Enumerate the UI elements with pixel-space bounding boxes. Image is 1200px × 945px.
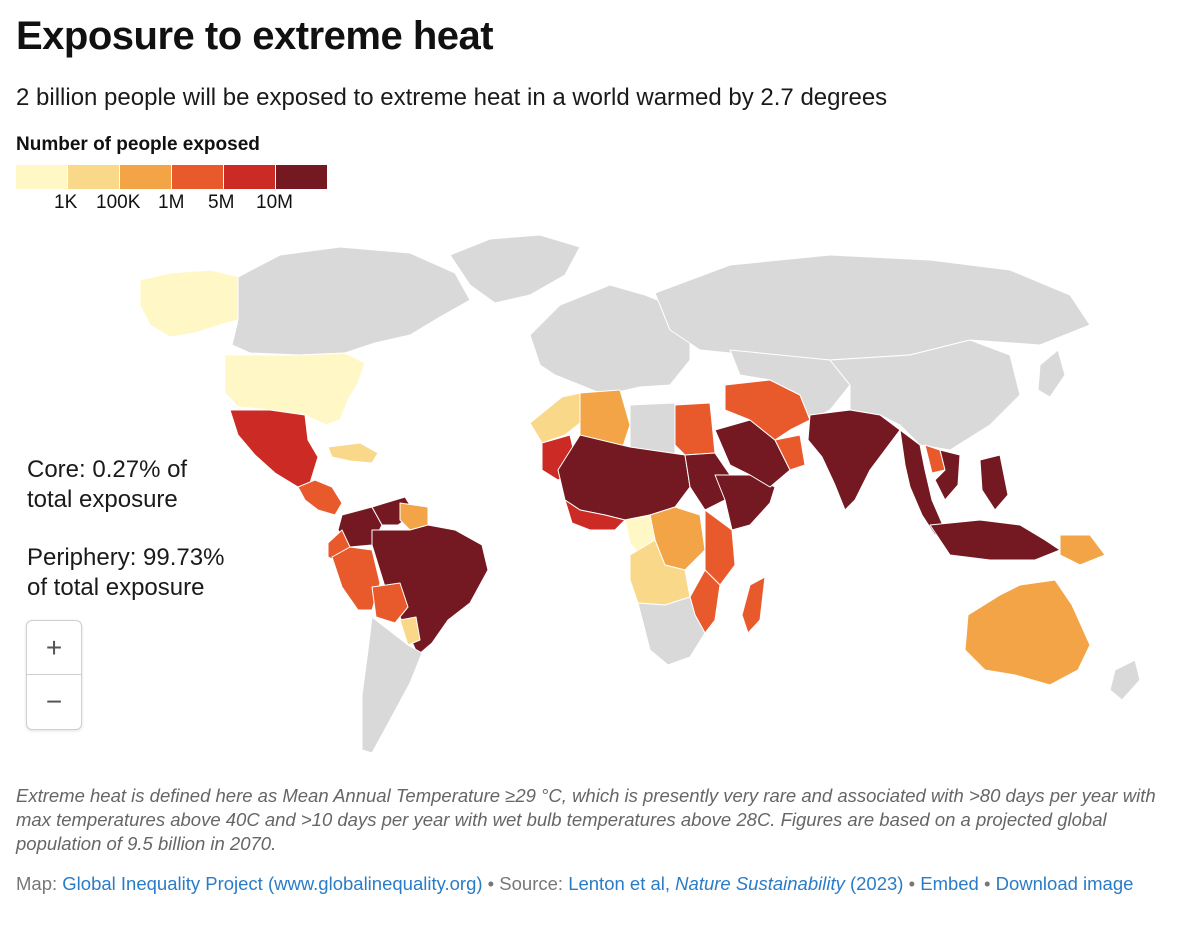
chart-title: Exposure to extreme heat <box>16 14 494 58</box>
legend-tick-1k: 1K <box>54 192 78 213</box>
region-morocco-western-sahara[interactable] <box>529 392 581 444</box>
region-peru[interactable] <box>331 546 381 611</box>
region-new-zealand[interactable] <box>1109 659 1141 701</box>
source-label: Source: <box>499 873 569 894</box>
region-paraguay[interactable] <box>399 616 421 646</box>
region-vietnam[interactable] <box>934 449 961 501</box>
region-madagascar[interactable] <box>741 576 766 634</box>
region-philippines[interactable] <box>979 454 1009 511</box>
region-bolivia[interactable] <box>371 582 409 624</box>
legend-tick-1m: 1M <box>158 192 185 213</box>
legend-swatch-5 <box>276 165 327 189</box>
core-exposure-annotation: Core: 0.27% of total exposure <box>27 456 188 513</box>
region-central-america[interactable] <box>297 479 343 516</box>
source-link-year: (2023) <box>844 873 904 894</box>
map-credit-label: Map: <box>16 873 63 894</box>
legend-swatch-4 <box>224 165 275 189</box>
region-europe[interactable] <box>529 284 691 396</box>
legend-tick-5m: 5M <box>208 192 235 213</box>
region-caribbean[interactable] <box>327 442 379 464</box>
legend-tick-10m: 10M <box>256 192 293 213</box>
chart-subtitle: 2 billion people will be exposed to extr… <box>16 84 888 111</box>
region-greenland[interactable] <box>449 234 581 304</box>
region-india[interactable] <box>807 409 901 511</box>
region-southern-africa[interactable] <box>637 596 706 666</box>
source-link-journal: Nature Sustainability <box>675 873 845 894</box>
region-gulf-of-guinea-coast[interactable] <box>564 499 626 531</box>
credit-separator-2: • <box>903 873 921 894</box>
source-link[interactable]: Lenton et al, Nature Sustainability (202… <box>568 873 903 894</box>
world-map[interactable] <box>110 225 1195 755</box>
region-egypt[interactable] <box>674 402 716 456</box>
credit-separator-3: • <box>984 873 996 894</box>
region-australia[interactable] <box>964 579 1091 686</box>
region-japan[interactable] <box>1037 349 1066 398</box>
periphery-exposure-annotation: Periphery: 99.73% of total exposure <box>27 544 225 601</box>
legend-swatch-2 <box>120 165 171 189</box>
region-united-states[interactable] <box>224 352 366 426</box>
legend-color-bar <box>16 165 328 189</box>
download-image-link[interactable]: Download image <box>995 873 1134 894</box>
world-map-svg[interactable] <box>110 225 1195 755</box>
zoom-control: + − <box>26 620 82 730</box>
region-mexico[interactable] <box>229 409 319 488</box>
region-southern-cone[interactable] <box>361 616 423 754</box>
region-kenya-tanzania[interactable] <box>704 509 736 586</box>
footnote: Extreme heat is defined here as Mean Ann… <box>16 785 1156 854</box>
legend-swatch-1 <box>68 165 119 189</box>
map-credit-link[interactable]: Global Inequality Project (www.globaline… <box>62 873 483 894</box>
region-oman-uae[interactable] <box>774 434 806 471</box>
region-indonesia[interactable] <box>929 519 1061 561</box>
source-link-authors: Lenton et al, <box>568 873 676 894</box>
credits-line: Map: Global Inequality Project (www.glob… <box>16 872 1191 896</box>
legend-swatch-3 <box>172 165 223 189</box>
region-russia[interactable] <box>654 254 1091 361</box>
credit-separator-1: • <box>482 873 500 894</box>
zoom-out-button[interactable]: − <box>27 674 81 728</box>
legend-title: Number of people exposed <box>16 134 260 155</box>
legend-tick-100k: 100K <box>96 192 141 213</box>
embed-link[interactable]: Embed <box>920 873 979 894</box>
region-papua-new-guinea[interactable] <box>1059 534 1106 566</box>
legend-swatch-0 <box>16 165 67 189</box>
region-alaska[interactable] <box>139 269 241 338</box>
zoom-in-button[interactable]: + <box>45 631 63 663</box>
legend-ticks: 1K 100K 1M 5M 10M <box>16 192 336 218</box>
region-canada[interactable] <box>231 246 471 356</box>
